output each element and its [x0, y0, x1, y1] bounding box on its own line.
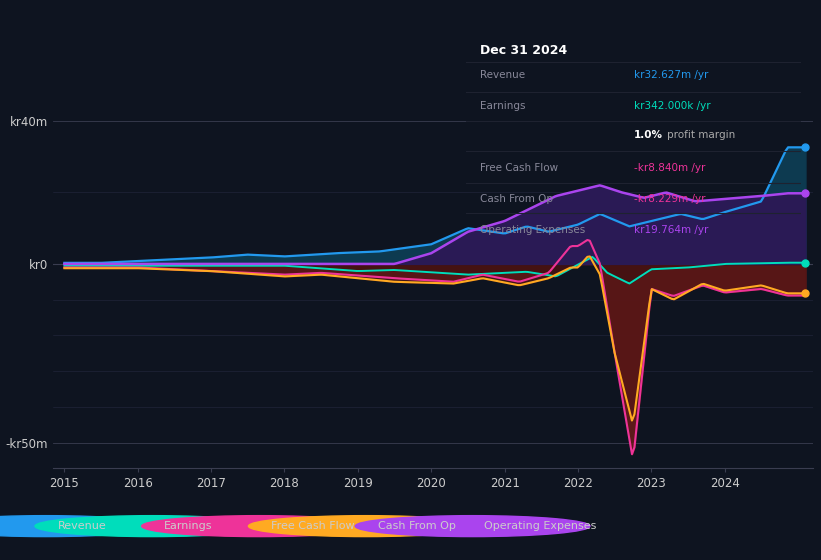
Circle shape [142, 516, 377, 536]
Text: kr19.764m /yr: kr19.764m /yr [634, 225, 709, 235]
Text: kr32.627m /yr: kr32.627m /yr [634, 70, 709, 80]
Point [799, 258, 812, 267]
Text: Revenue: Revenue [57, 521, 106, 531]
Text: kr342.000k /yr: kr342.000k /yr [634, 101, 710, 111]
Text: 1.0%: 1.0% [634, 130, 663, 140]
Text: Dec 31 2024: Dec 31 2024 [479, 44, 567, 57]
Text: Free Cash Flow: Free Cash Flow [271, 521, 355, 531]
Text: -kr8.840m /yr: -kr8.840m /yr [634, 163, 705, 173]
Text: Earnings: Earnings [164, 521, 213, 531]
Circle shape [0, 516, 163, 536]
Point [799, 289, 812, 298]
Text: Free Cash Flow: Free Cash Flow [479, 163, 557, 173]
Circle shape [355, 516, 590, 536]
Text: -kr8.229m /yr: -kr8.229m /yr [634, 194, 705, 203]
Text: Cash From Op: Cash From Op [479, 194, 553, 203]
Point [799, 189, 812, 198]
Text: Operating Expenses: Operating Expenses [479, 225, 585, 235]
Circle shape [249, 516, 484, 536]
Text: Revenue: Revenue [479, 70, 525, 80]
Text: Earnings: Earnings [479, 101, 525, 111]
Text: Operating Expenses: Operating Expenses [484, 521, 597, 531]
Point [799, 143, 812, 152]
Circle shape [35, 516, 270, 536]
Text: profit margin: profit margin [667, 130, 736, 140]
Text: Cash From Op: Cash From Op [378, 521, 456, 531]
